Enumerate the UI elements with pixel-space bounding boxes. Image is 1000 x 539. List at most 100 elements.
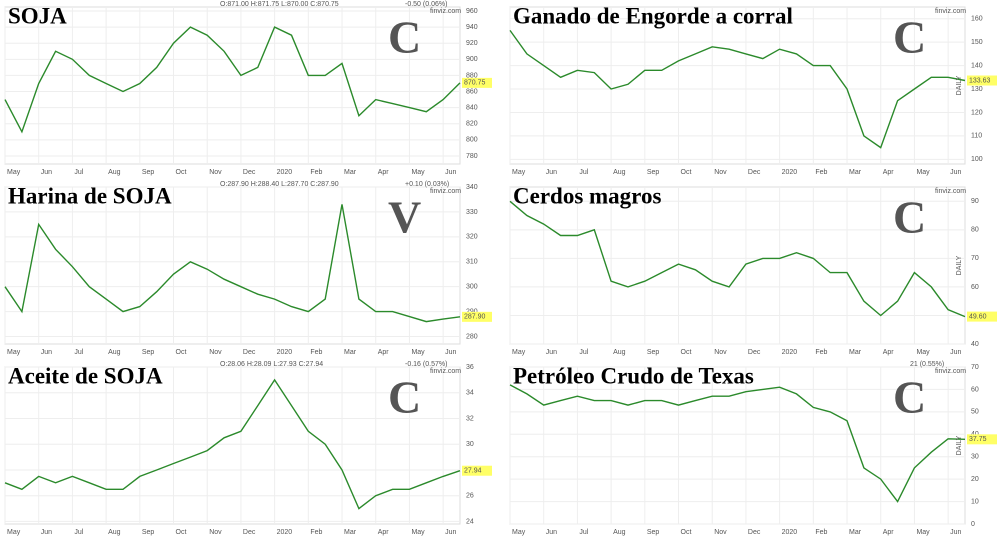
x-tick-label: Mar <box>849 349 862 356</box>
y-tick-label: 900 <box>466 56 478 63</box>
y-tick-label: 150 <box>971 39 983 46</box>
y-tick-label: 70 <box>971 364 979 371</box>
y-tick-label: 90 <box>971 198 979 205</box>
x-tick-label: Dec <box>243 169 256 176</box>
x-tick-label: Jun <box>41 529 52 536</box>
change-label: -0.16 (0.57%) <box>405 361 447 368</box>
chart-title: Cerdos magros <box>513 183 661 208</box>
x-tick-label: 2020 <box>782 529 798 536</box>
x-tick-label: Jul <box>579 349 588 356</box>
signal-letter: C <box>388 12 421 63</box>
x-tick-label: Apr <box>378 169 390 176</box>
x-tick-label: Apr <box>378 529 390 536</box>
x-tick-label: Jun <box>546 349 557 356</box>
x-tick-label: Jun <box>950 529 961 536</box>
source-label: finviz.com <box>935 188 966 195</box>
x-tick-label: Mar <box>344 529 357 536</box>
y-tick-label: 130 <box>971 86 983 93</box>
x-tick-label: May <box>512 169 526 176</box>
x-tick-label: Jun <box>445 529 456 536</box>
x-tick-label: Jul <box>579 529 588 536</box>
x-tick-label: May <box>411 169 425 176</box>
price-line <box>4 378 461 510</box>
x-tick-label: Sep <box>647 529 660 536</box>
x-tick-label: Feb <box>310 529 322 536</box>
x-tick-label: Apr <box>883 529 895 536</box>
source-label: finviz.com <box>430 368 461 375</box>
x-tick-label: Jul <box>74 529 83 536</box>
x-tick-label: May <box>7 349 21 356</box>
x-tick-label: Jul <box>579 169 588 176</box>
y-tick-label: 140 <box>971 62 983 69</box>
x-tick-label: Jun <box>546 169 557 176</box>
x-tick-label: Dec <box>243 529 256 536</box>
x-tick-label: Feb <box>310 169 322 176</box>
last-price-label: 133.63 <box>969 77 991 84</box>
x-tick-label: Aug <box>108 349 121 356</box>
signal-letter: V <box>388 192 421 243</box>
x-tick-label: Nov <box>209 529 222 536</box>
signal-letter: C <box>893 192 926 243</box>
x-tick-label: Feb <box>815 349 827 356</box>
y-tick-label: 780 <box>466 153 478 160</box>
x-tick-label: May <box>916 349 930 356</box>
signal-letter: C <box>893 12 926 63</box>
change-label: +0.10 (0.03%) <box>405 181 449 188</box>
x-tick-label: Nov <box>209 169 222 176</box>
x-tick-label: Mar <box>344 169 357 176</box>
axis-label: DAILY <box>956 75 963 95</box>
y-tick-label: 110 <box>971 133 982 140</box>
price-line <box>509 384 966 503</box>
y-tick-label: 920 <box>466 40 478 47</box>
x-tick-label: Oct <box>681 169 692 176</box>
x-tick-label: Jun <box>445 349 456 356</box>
x-tick-label: Dec <box>748 529 761 536</box>
last-price-label: 37.75 <box>969 436 987 443</box>
y-tick-label: 60 <box>971 386 979 393</box>
x-tick-label: Sep <box>142 169 155 176</box>
x-tick-label: Sep <box>142 529 155 536</box>
x-tick-label: 2020 <box>782 349 798 356</box>
x-tick-label: Mar <box>849 169 862 176</box>
x-tick-label: Dec <box>748 169 761 176</box>
price-line <box>4 26 461 134</box>
x-tick-label: Jun <box>445 169 456 176</box>
y-tick-label: 24 <box>466 518 474 525</box>
last-price-box <box>462 465 492 476</box>
y-tick-label: 32 <box>466 415 474 422</box>
x-tick-label: May <box>411 349 425 356</box>
x-tick-label: Oct <box>176 169 187 176</box>
y-tick-label: 30 <box>971 454 979 461</box>
y-tick-label: 310 <box>466 259 478 266</box>
x-tick-label: Nov <box>714 169 727 176</box>
change-label: -0.50 (0.06%) <box>405 1 447 8</box>
source-label: finviz.com <box>430 188 461 195</box>
x-tick-label: Aug <box>613 169 626 176</box>
x-tick-label: Apr <box>883 169 895 176</box>
x-tick-label: May <box>916 169 930 176</box>
last-price-label: 49.60 <box>969 313 987 320</box>
x-tick-label: Dec <box>243 349 256 356</box>
x-tick-label: May <box>7 169 21 176</box>
axis-label: DAILY <box>956 435 963 455</box>
ohlc-header: O:287.90 H:288.40 L:287.70 C:287.90 <box>220 181 339 188</box>
y-tick-label: 330 <box>466 209 478 216</box>
last-price-box <box>967 434 997 445</box>
x-tick-label: 2020 <box>782 169 798 176</box>
ohlc-header: O:871.00 H:871.75 L:870.00 C:870.75 <box>220 1 339 8</box>
last-price-box <box>462 311 492 322</box>
y-tick-label: 20 <box>971 476 979 483</box>
signal-letter: C <box>893 372 926 423</box>
chart-title: Aceite de SOJA <box>8 363 163 388</box>
x-tick-label: Nov <box>714 529 727 536</box>
y-tick-label: 860 <box>466 88 478 95</box>
x-tick-label: Mar <box>344 349 357 356</box>
y-tick-label: 26 <box>466 493 474 500</box>
y-tick-label: 840 <box>466 104 478 111</box>
chart-title: Petróleo Crudo de Texas <box>513 363 754 388</box>
y-tick-label: 100 <box>971 156 983 163</box>
y-tick-label: 34 <box>466 390 474 397</box>
y-tick-label: 880 <box>466 72 478 79</box>
x-tick-label: Apr <box>883 349 895 356</box>
y-tick-label: 60 <box>971 284 979 291</box>
